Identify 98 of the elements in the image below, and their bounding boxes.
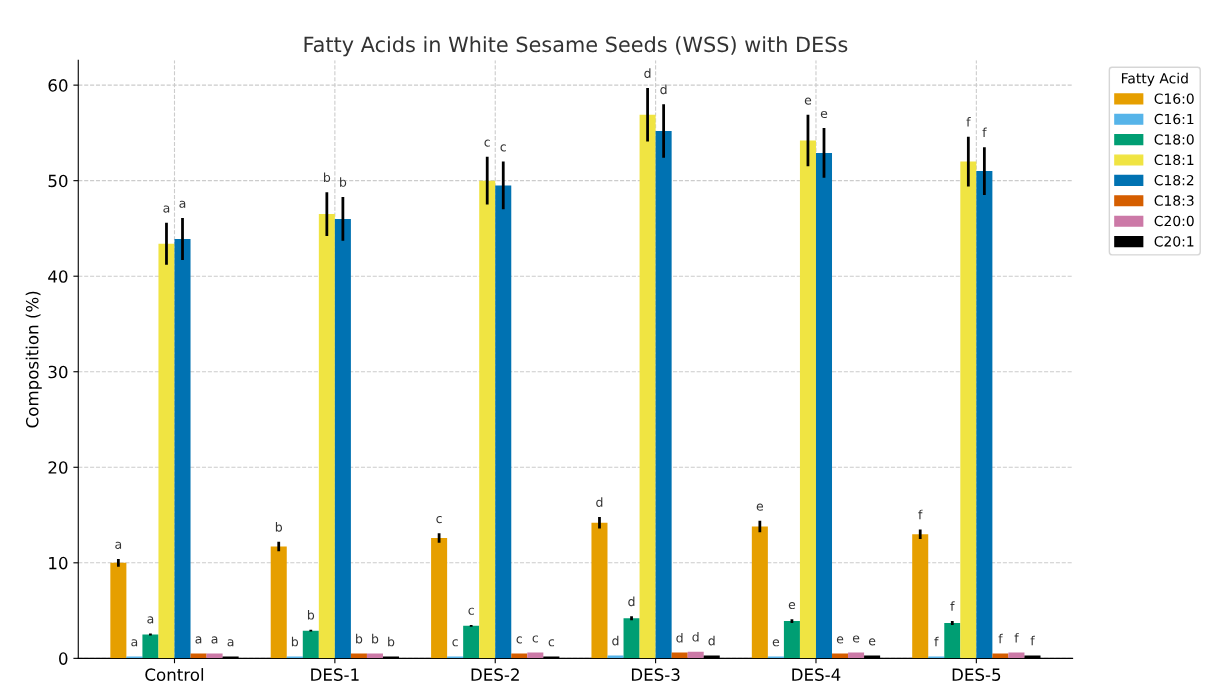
data-label: e bbox=[788, 601, 796, 610]
data-label: f bbox=[998, 633, 1003, 644]
bar bbox=[334, 218, 351, 659]
data-label: b bbox=[291, 636, 299, 647]
data-label: f bbox=[1030, 635, 1035, 646]
data-label: c bbox=[436, 515, 442, 524]
y-tick-label: 20 bbox=[48, 461, 68, 474]
data-label: d bbox=[676, 632, 683, 643]
data-label: b bbox=[275, 522, 283, 532]
x-tick-label: Control bbox=[145, 668, 204, 681]
data-label: c bbox=[468, 607, 474, 615]
x-tick-label: DES-1 bbox=[311, 668, 359, 681]
bar bbox=[639, 114, 656, 659]
y-tick-label: 30 bbox=[48, 365, 68, 379]
bar bbox=[655, 130, 672, 659]
data-label: d bbox=[708, 635, 715, 646]
bar bbox=[591, 522, 608, 659]
bar bbox=[142, 634, 159, 659]
bar bbox=[174, 238, 191, 659]
data-label: b bbox=[340, 177, 347, 187]
bar bbox=[687, 651, 704, 659]
data-label: a bbox=[115, 541, 122, 549]
data-label: c bbox=[500, 144, 506, 152]
legend-label: C18:3 bbox=[1154, 195, 1194, 206]
data-label: e bbox=[836, 636, 844, 644]
bar bbox=[318, 214, 335, 659]
bar bbox=[815, 152, 833, 659]
data-label: f bbox=[966, 116, 971, 127]
bar bbox=[431, 537, 448, 659]
data-label: a bbox=[195, 636, 202, 644]
legend-title: Fatty Acid bbox=[1121, 72, 1188, 87]
legend-label: C20:0 bbox=[1154, 215, 1194, 227]
data-label: a bbox=[179, 200, 186, 208]
data-label: b bbox=[324, 172, 331, 183]
data-label: d bbox=[660, 84, 667, 95]
bar bbox=[270, 546, 287, 659]
data-label: e bbox=[804, 97, 812, 105]
data-label: d bbox=[692, 631, 699, 642]
data-label: e bbox=[820, 110, 828, 119]
data-label: a bbox=[211, 636, 218, 644]
data-label: e bbox=[852, 635, 860, 643]
data-label: c bbox=[548, 639, 555, 647]
data-label: c bbox=[516, 636, 522, 644]
legend-label: C16:1 bbox=[1154, 113, 1194, 125]
data-label: b bbox=[356, 633, 363, 644]
data-label: b bbox=[388, 636, 395, 647]
data-label: e bbox=[772, 639, 780, 647]
data-label: a bbox=[131, 639, 138, 647]
y-axis-title: Composition (%) bbox=[25, 291, 42, 428]
data-label: d bbox=[644, 68, 651, 78]
data-label: d bbox=[628, 596, 635, 607]
data-label: d bbox=[612, 635, 619, 646]
y-tick-label: 0 bbox=[59, 652, 68, 665]
x-tick-label: DES-5 bbox=[952, 668, 1001, 681]
legend-label: C16:0 bbox=[1154, 93, 1194, 104]
data-label: c bbox=[532, 635, 538, 643]
data-label: a bbox=[163, 205, 170, 213]
bar bbox=[463, 625, 480, 659]
data-label: a bbox=[227, 639, 234, 647]
x-tick-label: DES-4 bbox=[792, 668, 841, 681]
bar bbox=[158, 243, 175, 659]
data-label: c bbox=[484, 139, 490, 147]
bar bbox=[944, 623, 961, 659]
legend-label: C18:1 bbox=[1154, 154, 1194, 166]
x-tick-label: DES-2 bbox=[471, 668, 519, 681]
data-label: e bbox=[756, 503, 764, 511]
data-label: a bbox=[147, 616, 154, 624]
legend-label: C18:0 bbox=[1154, 134, 1194, 145]
data-label: b bbox=[307, 609, 315, 620]
data-label: f bbox=[950, 601, 955, 611]
bar bbox=[751, 526, 768, 659]
data-label: e bbox=[868, 638, 876, 646]
data-label: f bbox=[934, 636, 939, 647]
bar bbox=[479, 180, 496, 659]
data-label: f bbox=[1014, 632, 1019, 643]
bar bbox=[799, 140, 816, 659]
bar bbox=[623, 618, 640, 659]
bar bbox=[960, 161, 977, 659]
x-tick-label: DES-3 bbox=[631, 668, 680, 681]
legend-label: C18:2 bbox=[1154, 174, 1194, 186]
bar bbox=[495, 185, 512, 659]
data-label: f bbox=[918, 509, 923, 520]
legend-label: C20:1 bbox=[1154, 236, 1194, 247]
data-label: d bbox=[596, 497, 603, 507]
y-tick-label: 40 bbox=[48, 270, 68, 283]
data-label: f bbox=[982, 127, 987, 137]
bar bbox=[110, 562, 127, 659]
bar bbox=[783, 621, 800, 659]
bar bbox=[607, 655, 624, 659]
chart-title: Fatty Acids in White Sesame Seeds (WSS) with DESs bbox=[304, 36, 848, 57]
bar bbox=[976, 171, 993, 659]
bar bbox=[302, 630, 319, 659]
y-tick-label: 50 bbox=[48, 174, 68, 188]
bar bbox=[912, 534, 929, 659]
data-label: b bbox=[372, 633, 379, 644]
y-tick-label: 10 bbox=[49, 556, 68, 570]
data-label: c bbox=[452, 639, 458, 647]
y-tick-label: 60 bbox=[48, 79, 68, 92]
